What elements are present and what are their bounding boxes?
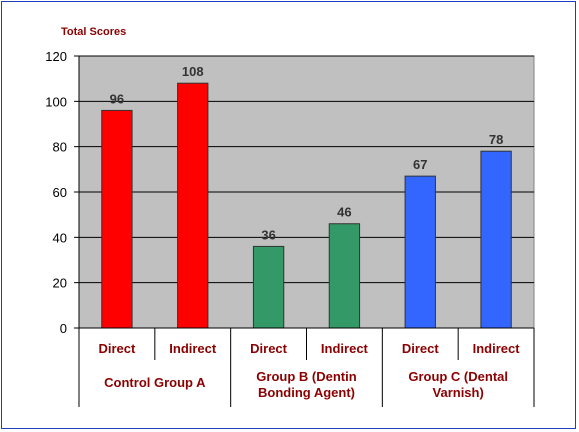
y-tick-label: 20	[53, 276, 67, 291]
data-label: 67	[413, 157, 427, 172]
x-category-label: Indirect	[321, 341, 369, 356]
y-tick-label: 60	[53, 185, 67, 200]
bar	[101, 109, 133, 329]
y-tick-label: 100	[45, 94, 67, 109]
x-group-label: Bonding Agent)	[258, 385, 355, 400]
bar	[177, 82, 209, 329]
data-label: 36	[261, 227, 275, 242]
x-group-label: Group C (Dental	[408, 369, 508, 384]
bar	[328, 223, 361, 329]
bar	[252, 245, 285, 329]
y-tick-label: 0	[60, 321, 67, 336]
x-group-label: Group B (Dentin	[256, 369, 356, 384]
y-tick-label: 40	[53, 230, 67, 245]
data-label: 78	[489, 132, 503, 147]
x-category-label: Direct	[98, 341, 136, 356]
x-category-label: Indirect	[473, 341, 521, 356]
y-tick-label: 120	[45, 49, 67, 64]
data-label: 46	[337, 205, 351, 220]
x-category-label: Indirect	[169, 341, 217, 356]
bar	[404, 175, 436, 329]
data-label: 96	[110, 91, 124, 106]
x-category-label: Direct	[250, 341, 288, 356]
y-axis-title: Total Scores	[61, 26, 126, 38]
x-group-label: Control Group A	[104, 375, 206, 390]
bar	[480, 150, 512, 329]
y-tick-label: 80	[53, 140, 67, 155]
x-category-label: Direct	[402, 341, 440, 356]
x-group-label: Varnish)	[433, 385, 484, 400]
data-label: 108	[182, 64, 204, 79]
